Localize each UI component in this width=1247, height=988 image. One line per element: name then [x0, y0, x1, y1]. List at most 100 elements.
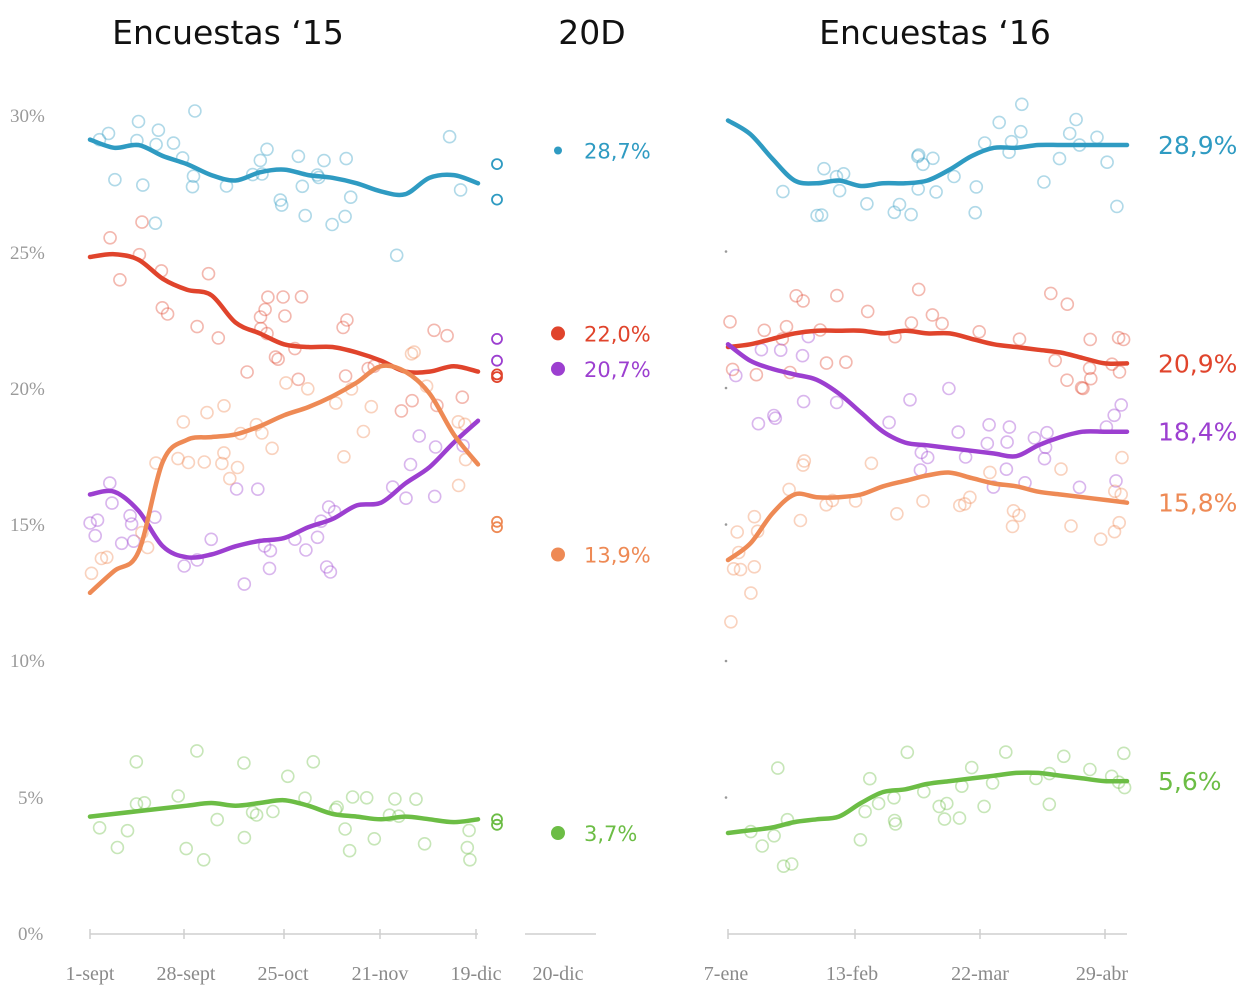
poll-dot-blue [929, 185, 943, 199]
poll-dot-orange [337, 449, 351, 464]
result-dot-orange [551, 547, 565, 562]
poll-dot-blue [892, 197, 907, 212]
poll-dot-orange [797, 454, 812, 468]
poll-dot-orange [217, 398, 231, 413]
poll-dot-green [245, 805, 260, 820]
poll-dot-blue [1110, 199, 1124, 214]
poll-dot-blue [389, 248, 404, 263]
poll-dot-green [359, 790, 374, 805]
poll-dot-green [853, 832, 868, 847]
poll-dot-purple [263, 543, 278, 558]
poll-dot-green [237, 830, 252, 845]
poll-dot-orange [1107, 524, 1122, 539]
poll-dot-red [276, 290, 290, 304]
poll-dot-green [460, 840, 475, 855]
poll-dot-green [129, 754, 144, 769]
poll-dot-red [796, 294, 810, 308]
poll-dot-blue [148, 216, 163, 230]
poll-dot-blue [1014, 97, 1029, 112]
poll-dot-orange [747, 559, 762, 574]
poll-dot-green [462, 823, 476, 838]
poll-dot-green [887, 790, 901, 805]
poll-dot-red [1082, 361, 1097, 376]
poll-dot-purple [319, 560, 334, 574]
result-label-red: 22,0% [584, 322, 651, 346]
poll-dot-orange [724, 614, 738, 629]
result-label-blue: 28,7% [584, 140, 651, 164]
x-tick-label: 29-abr [1076, 963, 1129, 985]
poll-dot-red [1076, 381, 1090, 396]
poll-dot-blue [887, 205, 902, 220]
poll-dot-red [430, 398, 444, 413]
poll-dot-red [725, 362, 740, 377]
poll-dot-green [342, 843, 357, 858]
poll-dot-orange [404, 346, 419, 361]
poll-dot-blue [1100, 155, 1114, 169]
poll-dot-green [237, 756, 251, 770]
trend-lines [87, 118, 1130, 836]
poll-dot-blue [1062, 126, 1077, 141]
poll-dot-green [280, 769, 295, 784]
poll-dot-blue [910, 149, 925, 164]
poll-dot-orange [793, 513, 808, 528]
poll-dot-orange [731, 545, 746, 560]
poll-dot-orange [1054, 462, 1068, 476]
x-tick-label: 22-mar [951, 963, 1009, 985]
poll-dot-red [211, 331, 226, 345]
poll-dot-green [463, 852, 477, 867]
poll-dot-purple [105, 496, 119, 510]
poll-dot-green [306, 754, 321, 769]
poll-dot-blue [166, 136, 181, 150]
poll-dot-orange [94, 551, 109, 566]
poll-dot-blue [1090, 130, 1104, 145]
poll-dot-red [338, 369, 353, 383]
poll-dot-blue [343, 190, 358, 204]
poll-dot-green [92, 820, 107, 835]
poll-dot-green [190, 744, 204, 758]
poll-dot-blue [295, 179, 310, 194]
poll-dot-red [911, 282, 926, 297]
poll-dot-red [291, 372, 306, 387]
poll-dot-purple [1000, 435, 1014, 449]
poll-dot-red [860, 304, 875, 319]
poll-dot-green [871, 796, 886, 811]
trend-line-purple [87, 418, 481, 560]
poll-dot-red [455, 390, 470, 405]
poll-dot-orange [796, 458, 810, 472]
poll-dot-orange [825, 493, 840, 508]
poll-dot-orange [451, 478, 466, 493]
poll-dot-red [819, 356, 834, 370]
poll-dot-purple [1037, 451, 1052, 466]
poll-dot-blue [317, 153, 331, 168]
poll-dot-green [862, 771, 877, 786]
poll-dot-purple [456, 438, 470, 453]
y-tick-label: 30% [10, 106, 45, 127]
poll-dot-purple [1109, 474, 1123, 488]
x-tick-label: 21-nov [352, 963, 409, 985]
poll-dot-purple [768, 411, 783, 426]
trend-line-orange [725, 470, 1130, 563]
poll-dot-red [1111, 330, 1126, 345]
trend-line-green [725, 770, 1130, 836]
y-tick-label: 10% [10, 651, 45, 672]
poll-dot-orange [181, 455, 196, 470]
poll-dot-red [1116, 332, 1131, 347]
poll-dot-blue [136, 178, 150, 192]
poll-dot-orange [1108, 484, 1122, 499]
poll-dot-purple [321, 500, 336, 514]
poll-dot-blue [453, 183, 468, 197]
poll-dot-red [1074, 380, 1089, 395]
poll-dot-red [336, 320, 350, 335]
poll-dot-purple [190, 553, 204, 567]
poll-dot-purple [882, 415, 896, 430]
poll-dot-purple [177, 559, 191, 573]
poll-dot-orange [364, 399, 379, 414]
poll-dot-red [1112, 365, 1127, 379]
trend-line-blue [725, 118, 1130, 189]
poll-dot-orange [176, 415, 191, 429]
poll-dot-purple [1027, 431, 1042, 445]
poll-dot-purple [986, 480, 1001, 494]
poll-dot-red [160, 307, 175, 321]
poll-dot-purple [229, 482, 244, 496]
election-results: 28,7% 22,0% 20,7% 13,9% 3,7% [551, 140, 651, 846]
